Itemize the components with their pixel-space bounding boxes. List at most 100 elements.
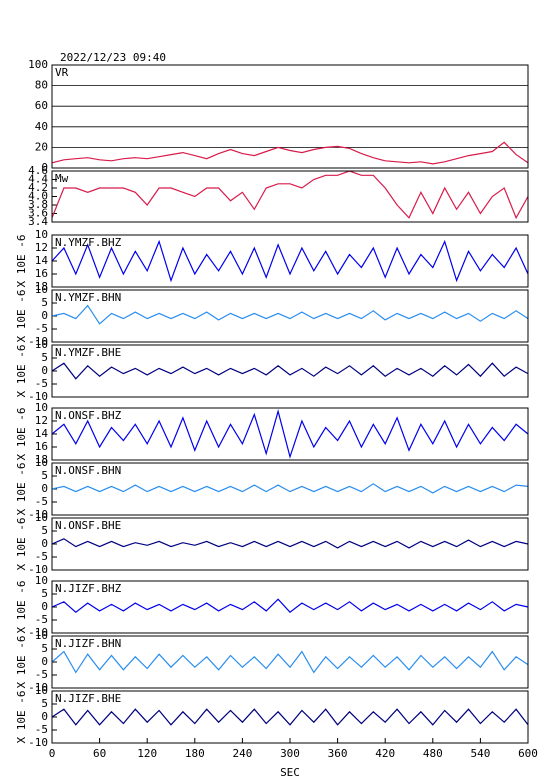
x-tick-label: 120 [137,747,157,760]
y-tick-label: 18 [35,453,48,466]
panel-frame [51,635,529,689]
waveform [51,650,529,674]
y-tick-label: -10 [28,563,48,576]
y-tick-label: 5 [41,524,48,537]
x-tick-label: 420 [375,747,395,760]
panel-label: N.JIZF.BHN [55,637,121,650]
x-tick-label: 240 [232,747,252,760]
panel-frame [51,234,529,288]
y-tick-label: 3.6 [28,207,48,220]
y-tick-label: 60 [35,99,48,112]
panel-frame [51,690,529,744]
y-tick-label: 5 [41,351,48,364]
waveform [51,170,529,220]
y-tick-label: -10 [28,508,48,521]
y-tick-label: -5 [35,550,48,563]
y-tick-label: 16 [35,267,48,280]
panel-label: N.ONSF.BHN [55,464,121,477]
panel-frame [51,517,529,571]
waveform [51,304,529,325]
y-tick-label: 0 [41,537,48,550]
chart-title: 2022/12/23 09:40 [60,51,166,64]
y-axis-label: X 10E -6 [15,408,28,461]
y-tick-label: 3.8 [28,198,48,211]
y-tick-label: 10 [35,338,48,351]
y-axis-label: X 10E -6 [15,290,28,343]
y-tick-label: 10 [35,401,48,414]
panel-frame [51,64,529,169]
panel-label: Mw [55,172,69,185]
y-tick-label: 12 [35,414,48,427]
waveform [51,708,529,726]
y-axis-label: X 10E -6 [15,518,28,571]
y-tick-label: 0 [41,710,48,723]
y-tick-label: -10 [28,335,48,348]
y-tick-label: 20 [35,140,48,153]
y-tick-label: 100 [28,58,48,71]
y-tick-label: 18 [35,280,48,293]
panel-frame [51,462,529,516]
y-tick-label: 4.2 [28,181,48,194]
y-tick-label: 10 [35,456,48,469]
y-tick-label: -5 [35,322,48,335]
panel-label: VR [55,66,69,79]
y-tick-label: 0 [41,655,48,668]
waveform [51,409,529,459]
panel-label: N.ONSF.BHE [55,519,121,532]
x-tick-label: 360 [328,747,348,760]
y-tick-label: 4.4 [28,173,48,186]
panel-label: N.ONSF.BHZ [55,409,122,422]
waveform [51,141,529,165]
x-tick-label: 540 [470,747,490,760]
y-axis-label: X 10E -6 [15,345,28,398]
y-tick-label: 80 [35,79,48,92]
y-tick-label: 0 [41,161,48,174]
y-tick-label: 5 [41,697,48,710]
panel-label: N.YMZF.BHE [55,346,121,359]
y-axis-label: X 10E -6 [15,463,28,516]
y-axis-label: X 10E -6 [15,636,28,689]
y-tick-label: 40 [35,120,48,133]
x-axis-label: SEC [280,766,300,779]
y-tick-label: -10 [28,681,48,694]
y-tick-label: 5 [41,642,48,655]
y-tick-label: 0 [41,309,48,322]
waveform [51,239,529,283]
x-tick-label: 0 [49,747,56,760]
y-tick-label: 0 [41,482,48,495]
y-tick-label: 5 [41,587,48,600]
y-tick-label: -10 [28,626,48,639]
y-tick-label: 4.6 [28,164,48,177]
y-axis-label: X 10E -6 [15,235,28,288]
y-axis-label: X 10E -6 [15,581,28,634]
y-tick-label: 10 [35,574,48,587]
y-tick-label: -5 [35,723,48,736]
waveform [51,362,529,380]
y-tick-label: 14 [35,254,49,267]
panel-frame [51,289,529,343]
panel-frame [51,580,529,634]
y-tick-label: 0 [41,600,48,613]
panel-label: N.JIZF.BHZ [55,582,122,595]
y-axis-label: X 10E -6 [15,691,28,744]
x-tick-label: 300 [280,747,300,760]
y-tick-label: 14 [35,427,49,440]
x-tick-label: 180 [185,747,205,760]
y-tick-label: -5 [35,613,48,626]
y-tick-label: -5 [35,668,48,681]
waveform [51,598,529,614]
y-tick-label: 3.4 [28,215,48,228]
y-tick-label: -10 [28,736,48,749]
y-tick-label: 10 [35,511,48,524]
y-tick-label: -5 [35,495,48,508]
waveform [51,483,529,494]
y-tick-label: 5 [41,296,48,309]
y-tick-label: 10 [35,283,48,296]
panel-frame [51,407,529,461]
x-tick-label: 480 [423,747,443,760]
y-tick-label: 10 [35,228,48,241]
y-tick-label: 16 [35,440,48,453]
panel-label: N.YMZF.BHZ [55,236,122,249]
waveform [51,538,529,549]
